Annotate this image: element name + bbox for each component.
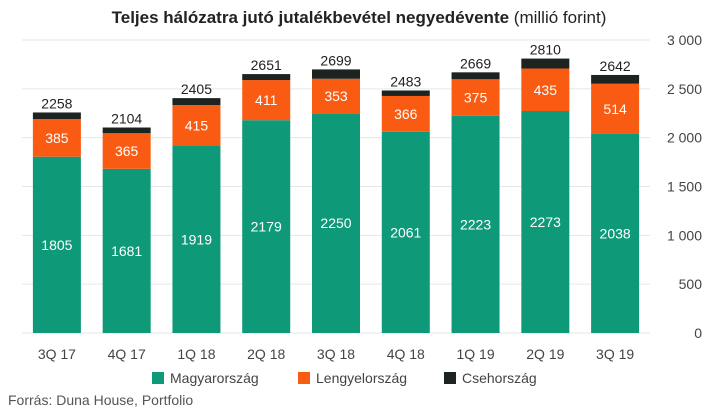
chart-title-unit: (millió forint) (513, 8, 607, 27)
x-tick-label: 4Q 18 (387, 346, 425, 362)
data-label-lengyelorszag: 375 (464, 90, 488, 106)
data-label-lengyelorszag: 385 (45, 130, 69, 146)
legend-item-magyarorszag: Magyarország (152, 370, 259, 386)
legend-swatch-csehorszag (444, 372, 456, 384)
chart-title: Teljes hálózatra jutó jutalékbevétel neg… (0, 8, 718, 28)
y-tick-label: 2 500 (667, 81, 702, 97)
legend-item-csehorszag: Csehország (444, 370, 537, 386)
x-tick-label: 1Q 18 (177, 346, 215, 362)
total-label: 2669 (460, 55, 491, 71)
total-label: 2810 (530, 42, 561, 58)
x-tick-label: 1Q 19 (456, 346, 494, 362)
bar-segment-csehorszag (172, 98, 221, 106)
bar-segment-lengyelorszag (591, 83, 640, 134)
y-tick-label: 1 500 (667, 179, 702, 195)
data-label-magyarorszag: 2038 (600, 225, 631, 241)
bar-segment-magyarorszag (242, 120, 291, 334)
source-note: Forrás: Duna House, Portfolio (8, 392, 194, 408)
total-label: 2405 (181, 81, 212, 97)
data-label-lengyelorszag: 365 (115, 143, 139, 159)
x-tick-label: 2Q 18 (247, 346, 285, 362)
legend-label-magyarorszag: Magyarország (170, 370, 259, 386)
y-tick-label: 2 000 (667, 130, 702, 146)
bar-segment-magyarorszag (451, 115, 500, 334)
bar-segment-csehorszag (381, 90, 430, 96)
legend-item-lengyelorszag: Lengyelország (298, 370, 407, 386)
bar-segment-lengyelorszag (242, 80, 291, 121)
total-label: 2651 (251, 57, 282, 73)
data-label-lengyelorszag: 411 (255, 92, 278, 108)
legend-label-csehorszag: Csehország (462, 370, 537, 386)
x-tick-label: 3Q 17 (38, 346, 76, 362)
bar-segment-magyarorszag (102, 168, 151, 333)
y-tick-label: 1 000 (667, 227, 702, 243)
data-label-lengyelorszag: 353 (324, 88, 348, 104)
total-label: 2483 (390, 73, 421, 89)
bar-segment-csehorszag (102, 127, 151, 134)
y-tick-label: 3 000 (667, 32, 702, 48)
data-label-magyarorszag: 1681 (111, 243, 142, 259)
y-tick-label: 0 (694, 325, 702, 341)
data-label-magyarorszag: 2223 (460, 216, 491, 232)
data-label-lengyelorszag: 435 (534, 82, 558, 98)
bar-segment-lengyelorszag (172, 105, 221, 146)
legend-label-lengyelorszag: Lengyelország (316, 370, 408, 386)
total-label: 2258 (41, 95, 72, 111)
data-label-lengyelorszag: 366 (394, 106, 418, 122)
legend-swatch-magyarorszag (152, 372, 164, 384)
data-label-magyarorszag: 1919 (181, 231, 212, 247)
bar-segment-lengyelorszag (381, 95, 430, 132)
bar-segment-magyarorszag (32, 156, 81, 333)
x-tick-label: 3Q 19 (596, 346, 634, 362)
x-tick-label: 3Q 18 (317, 346, 355, 362)
total-label: 2642 (600, 58, 631, 74)
bar-segment-magyarorszag (591, 133, 640, 333)
data-label-lengyelorszag: 514 (603, 101, 627, 117)
bar-segment-lengyelorszag (102, 133, 151, 169)
data-label-magyarorszag: 2179 (251, 219, 282, 235)
bar-segment-lengyelorszag (451, 79, 500, 116)
x-tick-label: 2Q 19 (526, 346, 564, 362)
bar-segment-lengyelorszag (32, 119, 81, 157)
bar-segment-csehorszag (451, 72, 500, 80)
bar-segment-magyarorszag (172, 145, 221, 333)
bar-segment-csehorszag (591, 74, 640, 84)
bar-segment-magyarorszag (521, 111, 570, 334)
bar-segment-lengyelorszag (312, 78, 360, 114)
data-label-magyarorszag: 1805 (41, 237, 72, 253)
bar-segment-csehorszag (32, 112, 81, 120)
bar-segment-lengyelorszag (521, 68, 570, 112)
data-label-magyarorszag: 2250 (320, 215, 351, 231)
data-label-magyarorszag: 2061 (390, 224, 421, 240)
x-tick-label: 4Q 17 (108, 346, 146, 362)
data-label-lengyelorszag: 415 (185, 117, 209, 133)
data-label-magyarorszag: 2273 (530, 214, 561, 230)
bar-segment-csehorszag (242, 74, 291, 81)
chart-title-main: Teljes hálózatra jutó jutalékbevétel neg… (111, 8, 510, 27)
total-label: 2699 (320, 52, 351, 68)
total-label: 2104 (111, 111, 142, 127)
y-tick-label: 500 (679, 276, 703, 292)
bar-segment-magyarorszag (312, 113, 360, 333)
legend-swatch-lengyelorszag (298, 372, 310, 384)
bar-segment-csehorszag (521, 58, 570, 69)
bar-segment-csehorszag (312, 69, 360, 79)
bar-segment-magyarorszag (381, 131, 430, 333)
